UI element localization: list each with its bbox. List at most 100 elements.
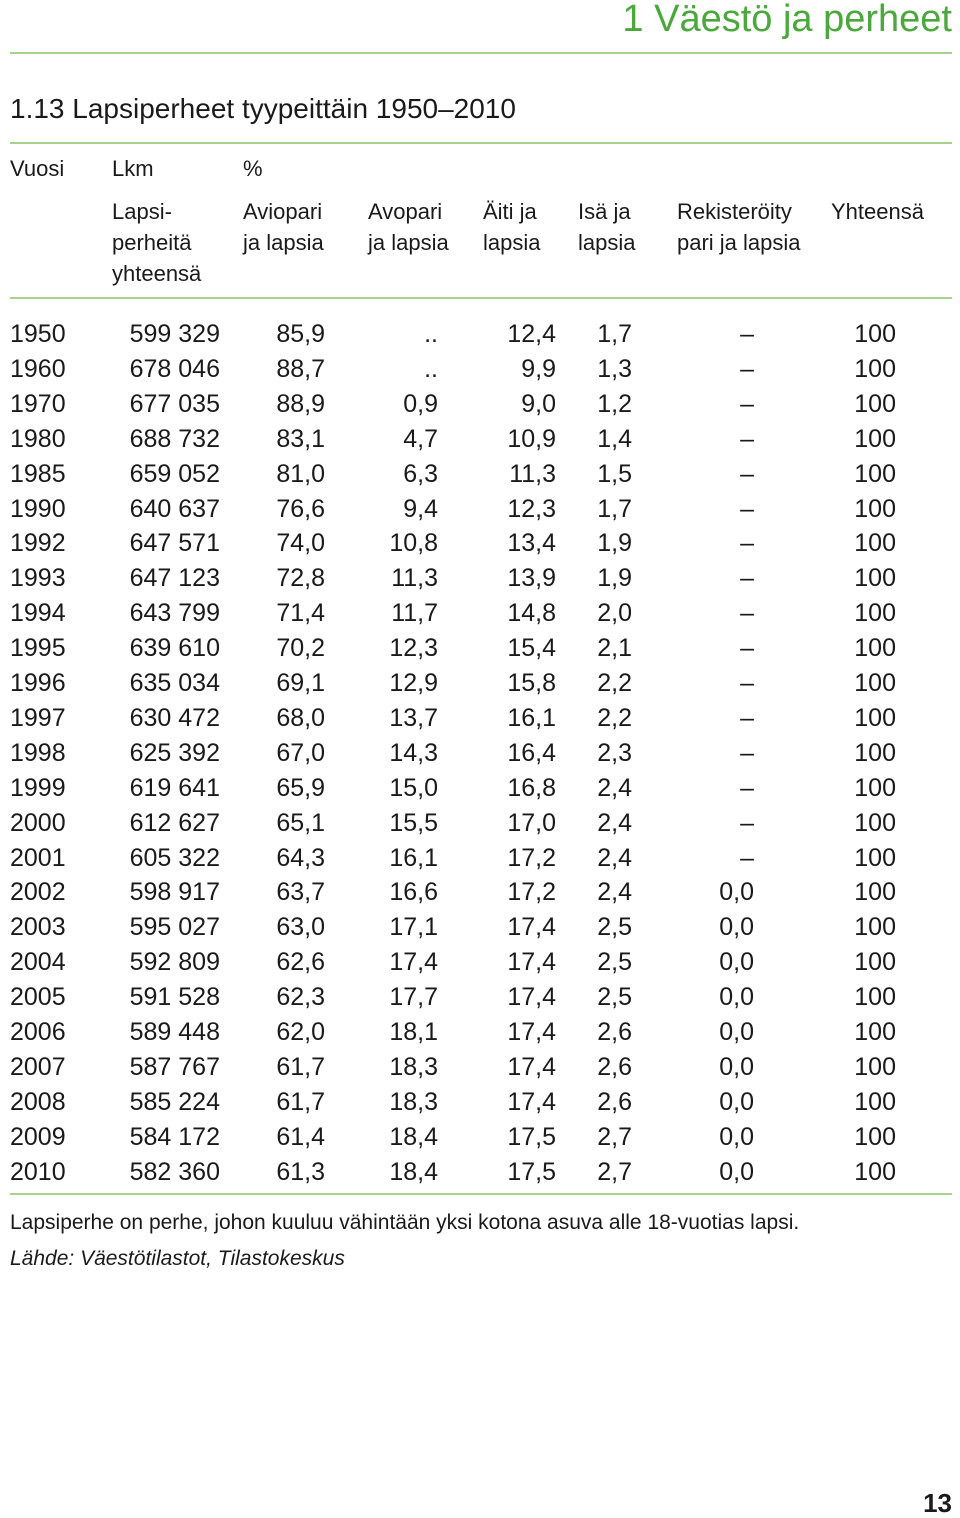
table-cell: 11,3 (509, 459, 556, 488)
table-cell: 10,9 (507, 424, 556, 453)
table-cell: 635 034 (129, 669, 220, 697)
row-year: 2002 (10, 878, 66, 907)
table-cell: – (740, 320, 754, 348)
column-header: ja lapsia (243, 230, 324, 255)
table-cell: – (740, 843, 754, 872)
table-cell: 1,3 (597, 354, 632, 383)
table-cell: – (740, 669, 754, 697)
table-cell: 630 472 (129, 703, 220, 732)
column-header: Aviopari (243, 199, 323, 224)
table-cell: 592 809 (129, 948, 220, 977)
table-cell: 12,3 (389, 634, 438, 663)
table-cell: 18,1 (389, 1018, 438, 1046)
table-cell: 16,4 (507, 738, 556, 767)
table-cell: 14,8 (507, 599, 556, 628)
column-header: Äiti ja (483, 199, 537, 224)
table-cell: – (740, 773, 754, 802)
row-year: 1970 (10, 389, 66, 418)
rule (10, 52, 952, 54)
table-cell: 100 (854, 773, 896, 802)
table-cell: 2,5 (597, 983, 632, 1012)
table-cell: 0,0 (719, 1157, 754, 1186)
table-cell: 659 052 (129, 459, 220, 488)
table-cell: 589 448 (129, 1018, 220, 1046)
table-cell: 12,9 (389, 669, 438, 697)
table-cell: 647 123 (129, 564, 220, 593)
table-cell: 15,8 (507, 669, 556, 697)
row-year: 2010 (10, 1157, 66, 1186)
table-cell: 85,9 (276, 320, 325, 348)
table-cell: 76,6 (276, 494, 325, 523)
table-cell: 17,4 (389, 948, 438, 977)
table-cell: 2,1 (597, 634, 632, 663)
table-cell: 17,5 (507, 1157, 556, 1186)
table-cell: 17,4 (507, 1018, 556, 1046)
table-cell: 17,7 (389, 983, 438, 1012)
rule (10, 1193, 952, 1195)
table-cell: .. (424, 320, 438, 348)
table-cell: 62,3 (276, 983, 325, 1012)
table-cell: 582 360 (129, 1157, 220, 1186)
row-year: 2009 (10, 1122, 66, 1151)
table-cell: 100 (854, 389, 896, 418)
table-title: 1.13 Lapsiperheet tyypeittäin 1950–2010 (10, 93, 516, 124)
table-cell: 2,4 (597, 843, 632, 872)
table-cell: 100 (854, 1122, 896, 1151)
row-year: 1980 (10, 424, 66, 453)
table-cell: 587 767 (129, 1052, 220, 1081)
table-cell: 585 224 (129, 1087, 220, 1116)
table-cell: 16,1 (389, 843, 438, 872)
table-cell: 65,9 (276, 773, 325, 802)
table-cell: 15,5 (389, 808, 438, 837)
table-cell: 0,0 (719, 1052, 754, 1081)
table-cell: 2,6 (597, 1087, 632, 1116)
table-cell: 678 046 (129, 354, 220, 383)
table-cell: 0,0 (719, 1018, 754, 1046)
table-cell: – (740, 424, 754, 453)
table-cell: 100 (854, 913, 896, 942)
table-cell: 61,3 (276, 1157, 325, 1186)
table-cell: 6,3 (403, 459, 438, 488)
group-header: Lkm (112, 156, 154, 181)
table-cell: 647 571 (129, 529, 220, 558)
table-cell: 1,9 (597, 529, 632, 558)
table-cell: 70,2 (276, 634, 325, 663)
table-cell: 2,6 (597, 1052, 632, 1081)
table-cell: 63,7 (276, 878, 325, 907)
group-header: Vuosi (10, 156, 65, 181)
table-cell: 100 (854, 494, 896, 523)
row-year: 1985 (10, 459, 66, 488)
table-cell: 13,9 (507, 564, 556, 593)
table-cell: 0,0 (719, 983, 754, 1012)
table-cell: 15,0 (389, 773, 438, 802)
source: Lähde: Väestötilastot, Tilastokeskus (10, 1247, 345, 1270)
table-cell: .. (424, 354, 438, 383)
table-cell: 619 641 (129, 773, 220, 802)
table-cell: 81,0 (276, 459, 325, 488)
table-cell: 61,4 (276, 1122, 325, 1151)
table-cell: 0,0 (719, 1087, 754, 1116)
table-cell: 17,5 (507, 1122, 556, 1151)
table-cell: 100 (854, 459, 896, 488)
table-cell: 14,3 (389, 738, 438, 767)
row-year: 2008 (10, 1087, 66, 1116)
table-cell: 100 (854, 354, 896, 383)
table-cell: 71,4 (276, 599, 325, 628)
rule (10, 142, 952, 144)
table-cell: 639 610 (129, 634, 220, 663)
table-cell: 599 329 (129, 320, 220, 348)
table-cell: 100 (854, 320, 896, 348)
table-cell: 598 917 (129, 878, 220, 907)
table-cell: 11,3 (391, 564, 438, 593)
table-cell: 2,7 (597, 1122, 632, 1151)
table-cell: 100 (854, 843, 896, 872)
table-cell: 16,8 (507, 773, 556, 802)
table-cell: 605 322 (129, 843, 220, 872)
column-header: yhteensä (112, 261, 202, 286)
table-cell: 16,1 (507, 703, 556, 732)
row-year: 2005 (10, 983, 66, 1012)
table-cell: – (740, 389, 754, 418)
table-cell: 17,4 (507, 948, 556, 977)
table-cell: 17,2 (507, 843, 556, 872)
table-cell: 100 (854, 599, 896, 628)
